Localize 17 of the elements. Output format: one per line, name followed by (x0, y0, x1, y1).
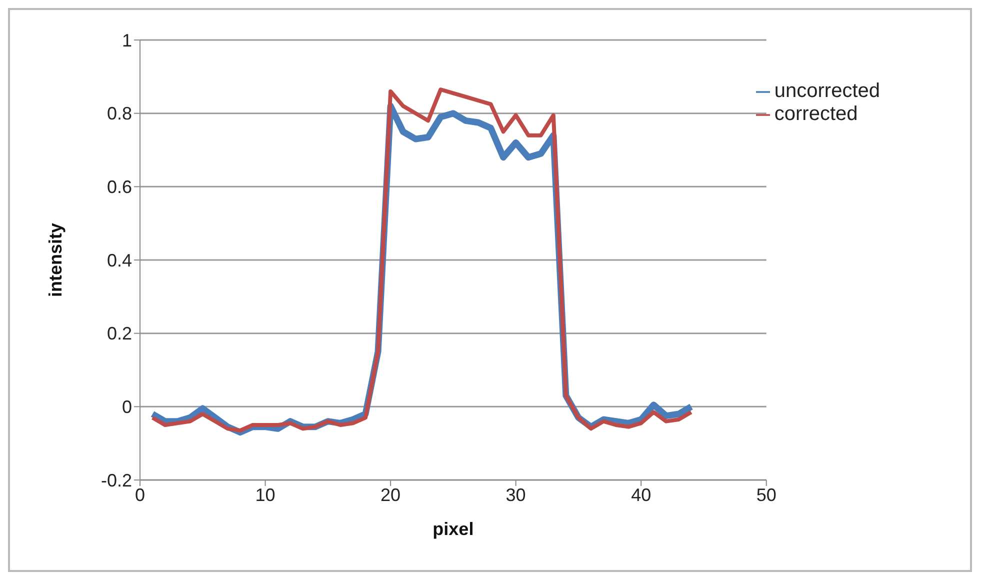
y-tick-label: 1 (122, 30, 132, 50)
y-tick-label: 0 (122, 397, 132, 418)
x-tick-label: 10 (255, 484, 276, 505)
x-tick-label: 0 (134, 484, 146, 505)
x-tick-label: 20 (380, 484, 401, 505)
x-tick-label: 40 (631, 484, 652, 505)
y-tick-label: -0.2 (100, 470, 132, 490)
legend-label: corrected (774, 103, 858, 125)
legend-label: uncorrected (774, 80, 880, 102)
y-tick-label: 0.8 (106, 104, 132, 124)
y-tick-label: 0.2 (106, 324, 132, 344)
x-axis-title: pixel (432, 519, 474, 539)
y-tick-label: 0.4 (106, 250, 132, 270)
x-tick-label: 50 (756, 484, 776, 505)
y-tick-label: 0.6 (106, 177, 132, 198)
x-tick-label: 30 (506, 484, 526, 505)
y-axis-title: intensity (45, 222, 66, 298)
